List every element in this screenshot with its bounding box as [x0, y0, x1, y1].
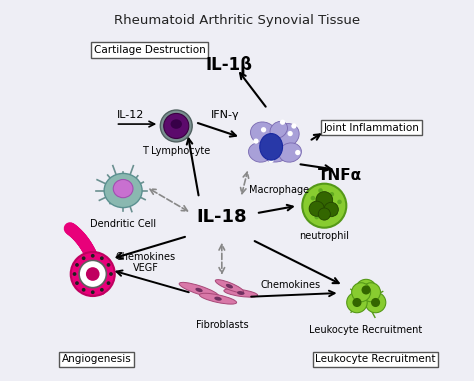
Circle shape	[107, 263, 110, 267]
Circle shape	[160, 110, 192, 142]
Ellipse shape	[226, 284, 233, 288]
Text: Fibroblasts: Fibroblasts	[195, 320, 248, 330]
Text: Joint Inflammation: Joint Inflammation	[324, 123, 419, 133]
Ellipse shape	[279, 143, 301, 162]
Text: IFN-γ: IFN-γ	[211, 110, 240, 120]
Circle shape	[309, 201, 324, 216]
Circle shape	[261, 127, 266, 133]
Circle shape	[362, 285, 371, 295]
Text: Cartilage Destruction: Cartilage Destruction	[94, 45, 206, 55]
Text: TNFα: TNFα	[318, 168, 362, 183]
Circle shape	[352, 298, 362, 307]
Circle shape	[365, 292, 386, 313]
Ellipse shape	[215, 280, 244, 293]
Ellipse shape	[224, 289, 258, 297]
Circle shape	[73, 272, 76, 276]
Circle shape	[253, 138, 259, 144]
Text: IL-1β: IL-1β	[206, 56, 253, 74]
Circle shape	[100, 288, 104, 292]
Text: neutrophil: neutrophil	[299, 232, 349, 242]
Circle shape	[346, 292, 367, 313]
Circle shape	[109, 272, 113, 276]
Circle shape	[295, 150, 301, 155]
Circle shape	[356, 279, 377, 301]
Circle shape	[268, 157, 274, 163]
Circle shape	[371, 298, 380, 307]
Text: Leukocyte Recruitment: Leukocyte Recruitment	[315, 354, 436, 365]
Ellipse shape	[250, 122, 277, 145]
Circle shape	[310, 196, 315, 200]
Circle shape	[100, 256, 104, 260]
Ellipse shape	[237, 291, 245, 295]
Circle shape	[324, 202, 338, 217]
Text: T Lymphocyte: T Lymphocyte	[142, 146, 210, 156]
Text: IL-12: IL-12	[117, 110, 145, 120]
Circle shape	[302, 184, 346, 228]
Text: Dendritic Cell: Dendritic Cell	[90, 219, 156, 229]
Ellipse shape	[113, 179, 133, 198]
Circle shape	[329, 192, 334, 197]
Ellipse shape	[179, 282, 219, 298]
Ellipse shape	[171, 119, 182, 129]
Circle shape	[79, 260, 107, 288]
Circle shape	[75, 281, 79, 285]
Circle shape	[280, 120, 285, 125]
Ellipse shape	[200, 293, 237, 304]
Text: Chemokines: Chemokines	[260, 280, 320, 290]
Circle shape	[91, 290, 95, 294]
Ellipse shape	[248, 143, 271, 162]
Circle shape	[337, 200, 342, 204]
Circle shape	[292, 123, 297, 129]
Circle shape	[82, 256, 85, 260]
Text: Leukocyte Recruitment: Leukocyte Recruitment	[310, 325, 423, 335]
Ellipse shape	[273, 123, 299, 147]
Circle shape	[75, 263, 79, 267]
Circle shape	[82, 288, 85, 292]
Circle shape	[314, 215, 319, 219]
Ellipse shape	[195, 288, 203, 292]
Circle shape	[164, 114, 189, 138]
Circle shape	[288, 131, 293, 136]
Circle shape	[71, 252, 115, 296]
Circle shape	[86, 267, 100, 281]
Text: Macrophage: Macrophage	[249, 185, 309, 195]
Circle shape	[316, 192, 333, 208]
Circle shape	[107, 281, 110, 285]
Circle shape	[362, 283, 381, 302]
Text: Rheumatoid Arthritic Synovial Tissue: Rheumatoid Arthritic Synovial Tissue	[114, 14, 360, 27]
Text: Angiogenesis: Angiogenesis	[62, 354, 131, 365]
Circle shape	[333, 211, 338, 216]
Circle shape	[352, 283, 371, 302]
Ellipse shape	[256, 128, 294, 162]
Ellipse shape	[214, 297, 222, 301]
Text: Chemokines
VEGF: Chemokines VEGF	[116, 252, 176, 274]
Circle shape	[318, 208, 330, 220]
Circle shape	[91, 254, 95, 258]
Ellipse shape	[270, 121, 288, 138]
Circle shape	[318, 188, 323, 193]
Ellipse shape	[260, 134, 283, 160]
Text: IL-18: IL-18	[197, 208, 247, 226]
Ellipse shape	[104, 173, 142, 208]
